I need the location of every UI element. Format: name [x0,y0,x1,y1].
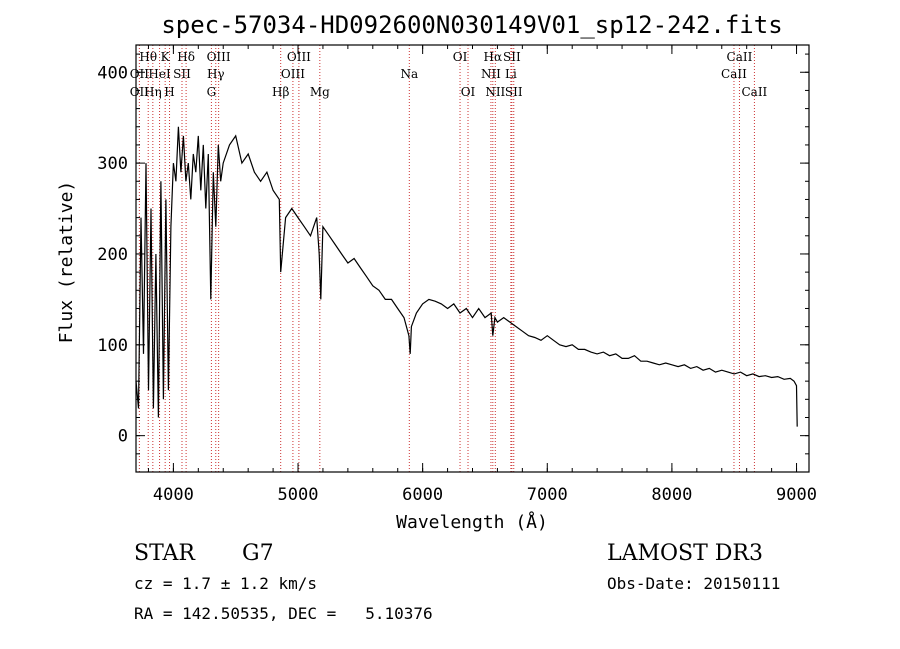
object-subclass: G7 [242,541,274,566]
x-tick-label: 6000 [402,485,443,505]
y-axis-label: Flux (relative) [56,181,77,344]
y-tick-label: 300 [97,154,128,174]
line-label: HeI [148,67,171,81]
spectrum-line [135,126,798,427]
line-label: CaII [727,50,753,64]
line-label: Li [505,67,517,81]
coordinates: RA = 142.50535, DEC = 5.10376 [134,604,433,623]
line-label: SII [505,85,523,99]
y-tick-label: 100 [97,336,128,356]
object-class: STAR [134,541,196,566]
chart-title: spec-57034-HD092600N030149V01_sp12-242.f… [161,11,782,39]
x-tick-label: 9000 [776,485,817,505]
line-label: H [164,85,174,99]
line-label: OII [130,67,150,81]
line-label: Hγ [207,67,225,81]
plot-area: 4000 5000 6000 7000 8000 9000 0 100 200 300 400 Hθ O… [97,44,817,505]
line-label: G [207,85,217,99]
y-tick-label: 200 [97,245,128,265]
survey-name: LAMOST DR3 [607,541,763,566]
line-label: Hδ [177,50,195,64]
line-label: Hθ [139,50,157,64]
line-label: OIII [287,50,311,64]
line-label: Mg [310,85,330,99]
x-axis-label: Wavelength (Å) [396,511,548,533]
x-tick-label: 5000 [278,485,319,505]
y-tick-label: 400 [97,63,128,83]
line-label: Na [400,67,418,81]
line-label: K [161,50,171,64]
line-label: OIII [281,67,305,81]
line-label: Hα [484,50,503,64]
y-tick-label: 0 [118,427,128,447]
plot-frame [135,44,810,473]
line-label: CaII [721,67,747,81]
line-label: SII [173,67,191,81]
x-tick-label: 4000 [153,485,194,505]
line-label: OI [461,85,476,99]
redshift-info: cz = 1.7 ± 1.2 km/s [134,574,317,593]
line-label: Hη [144,85,162,99]
line-label: OI [453,50,468,64]
line-label: SII [503,50,521,64]
line-label: OII [130,85,150,99]
line-label: Hβ [272,85,289,99]
obs-date: Obs-Date: 20150111 [607,574,780,593]
x-tick-label: 7000 [527,485,568,505]
line-label: NII [481,67,501,81]
line-label: CaII [741,85,767,99]
line-label: OIII [207,50,231,64]
x-tick-label: 8000 [651,485,692,505]
line-label: NII [485,85,505,99]
